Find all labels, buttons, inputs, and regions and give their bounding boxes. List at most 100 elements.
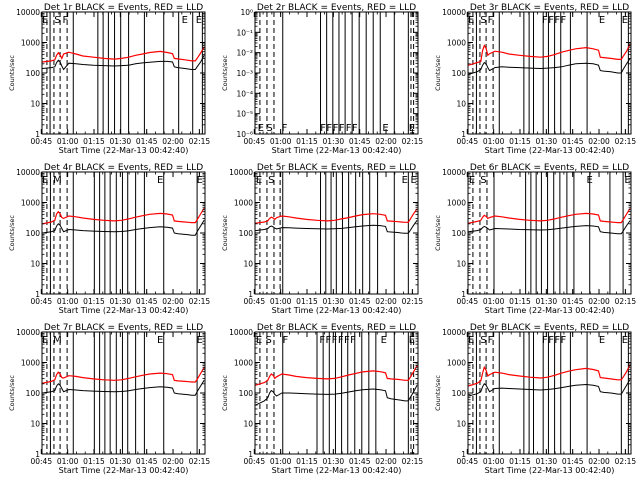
- y-axis: 1 10 100 1000 10000: [16, 8, 205, 139]
- x-tick-label: 02:15: [615, 137, 637, 146]
- y-tick-label: 10: [30, 260, 40, 269]
- y-tick-label: 1: [35, 130, 40, 139]
- marker-letter: F: [344, 335, 350, 346]
- x-tick-label: 02:15: [615, 297, 637, 306]
- x-tick-label: 01:30: [536, 297, 558, 306]
- x-axis-label: Start Time (22-Mar-13 00:42:40): [272, 466, 402, 475]
- marker-letter: F: [548, 15, 554, 26]
- y-tick-label: 10000: [16, 8, 40, 17]
- marker-letter: F: [542, 335, 548, 346]
- x-axis-label: Start Time (22-Mar-13 00:42:40): [485, 146, 615, 155]
- x-tick-label: 01:15: [509, 297, 531, 306]
- y-tick-label: 1: [35, 290, 40, 299]
- panel-title: Det 2r BLACK = Events, RED = LLD: [257, 3, 416, 13]
- x-tick-label: 01:15: [509, 457, 531, 466]
- events-series-line: [468, 379, 631, 397]
- marker-letter: E: [622, 335, 628, 346]
- marker-letter: E: [587, 175, 593, 186]
- y-tick-label: 1: [248, 450, 253, 459]
- marker-letter: S: [480, 335, 486, 346]
- y-tick-label: 100: [452, 69, 467, 78]
- marker-letter: M: [53, 335, 62, 346]
- x-tick-label: 01:00: [57, 297, 79, 306]
- y-tick-label: 10: [243, 260, 253, 269]
- y-axis-label: Counts/sec: [434, 215, 442, 251]
- marker-letter: E: [409, 335, 415, 346]
- x-axis-label: Start Time (22-Mar-13 00:42:40): [59, 466, 189, 475]
- x-axis-label: Start Time (22-Mar-13 00:42:40): [485, 306, 615, 315]
- marker-letter: F: [346, 123, 352, 134]
- y-axis-label: Counts/sec: [221, 375, 229, 411]
- y-axis-label: Counts/sec: [8, 375, 16, 411]
- marker-letter: E: [258, 123, 264, 134]
- y-tick-label: 100: [452, 229, 467, 238]
- y-tick-label: 10000: [442, 8, 466, 17]
- x-tick-label: 01:45: [562, 137, 584, 146]
- marker-letter: F: [283, 335, 289, 346]
- y-axis: 1 10 100 1000 10000: [442, 328, 631, 459]
- lld-series-line: [468, 43, 631, 66]
- x-tick-label: 01:15: [83, 457, 105, 466]
- y-axis: 1 10 100 1000 10000: [16, 168, 205, 299]
- x-tick-label: 01:00: [270, 297, 292, 306]
- marker-letter: F: [542, 15, 548, 26]
- x-tick-label: 01:30: [536, 457, 558, 466]
- marker-letter: M: [53, 175, 62, 186]
- marker-letter: S: [266, 123, 272, 134]
- y-axis-label: Counts/sec: [434, 375, 442, 411]
- y-tick-label: 100: [239, 229, 254, 238]
- x-tick-label: 02:15: [189, 457, 211, 466]
- y-tick-label: 1: [461, 290, 466, 299]
- y-tick-label: 1000: [234, 359, 253, 368]
- x-tick-label: 01:45: [136, 457, 158, 466]
- x-tick-label: 01:30: [323, 457, 345, 466]
- events-series-line: [468, 58, 631, 75]
- lld-series-line: [255, 208, 418, 224]
- x-tick-label: 01:30: [323, 137, 345, 146]
- y-tick-label: 10: [456, 260, 466, 269]
- y-tick-label: 1: [248, 290, 253, 299]
- x-tick-label: 01:45: [562, 457, 584, 466]
- x-tick-label: 02:00: [375, 457, 397, 466]
- marker-letter: S: [480, 15, 486, 26]
- y-tick-label: 100: [26, 69, 41, 78]
- panel-title: Det 1r BLACK = Events, RED = LLD: [44, 3, 203, 13]
- marker-letter: F: [488, 335, 494, 346]
- marker-letter: F: [326, 335, 332, 346]
- x-tick-label: 01:15: [509, 137, 531, 146]
- marker-letter: E: [157, 175, 163, 186]
- x-tick-label: 01:30: [110, 457, 132, 466]
- marker-letter: E: [382, 123, 388, 134]
- plot-frame: [254, 11, 419, 135]
- x-tick-label: 02:00: [162, 297, 184, 306]
- y-tick-label: 10⁻¹: [236, 28, 253, 37]
- y-tick-label: 10000: [442, 168, 466, 177]
- plot-frame: [41, 331, 206, 455]
- y-tick-label: 10: [30, 100, 40, 109]
- x-tick-label: 00:45: [243, 297, 265, 306]
- marker-letter: E: [381, 335, 387, 346]
- x-tick-label: 01:15: [296, 457, 318, 466]
- y-tick-label: 1000: [234, 199, 253, 208]
- marker-letter: E: [599, 15, 605, 26]
- marker-letter: E: [599, 335, 605, 346]
- x-tick-label: 02:00: [588, 297, 610, 306]
- marker-letter: E: [624, 175, 630, 186]
- marker-letter: F: [548, 335, 554, 346]
- x-tick-label: 01:15: [83, 137, 105, 146]
- y-axis: 10⁰ 10⁻¹ 10⁻² 10⁻³ 10⁻⁴ 10⁻⁵ 10⁻⁶: [236, 8, 418, 139]
- x-tick-label: 01:00: [57, 137, 79, 146]
- x-tick-label: 02:00: [162, 457, 184, 466]
- x-tick-label: 02:00: [375, 297, 397, 306]
- x-tick-label: 01:00: [483, 457, 505, 466]
- marker-letter: S: [268, 175, 274, 186]
- x-tick-label: 01:00: [270, 457, 292, 466]
- y-tick-label: 1000: [21, 359, 40, 368]
- y-tick-label: 100: [26, 389, 41, 398]
